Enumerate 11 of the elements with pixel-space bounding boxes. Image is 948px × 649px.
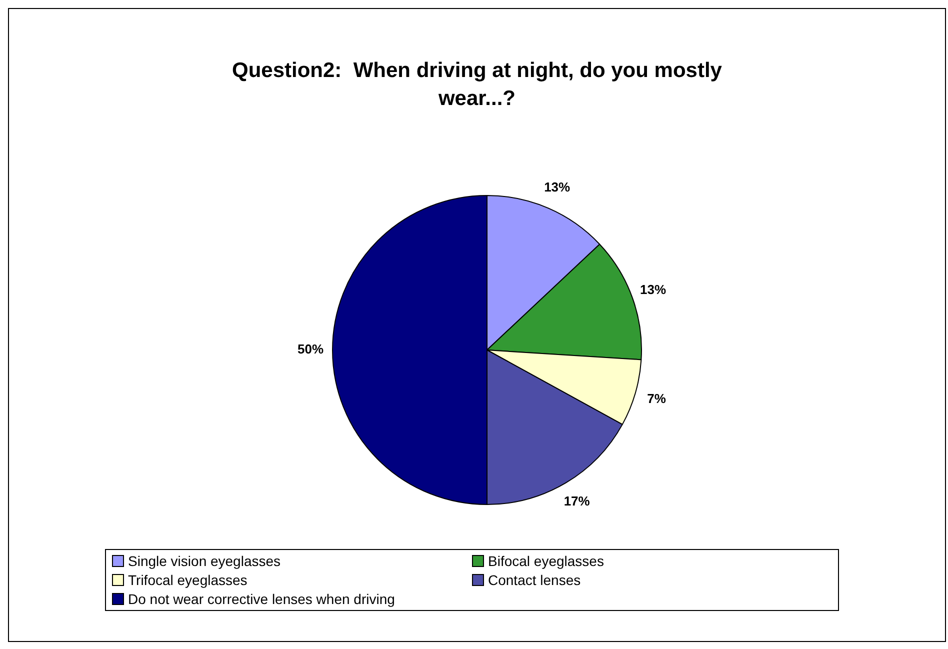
data-label: 7% [647, 390, 666, 406]
data-label: 50% [297, 342, 324, 357]
legend-label: Contact lenses [488, 572, 581, 588]
chart-title: Question2: When driving at night, do you mostly wear...? [230, 58, 723, 112]
legend-label: Trifocal eyeglasses [128, 572, 248, 588]
data-label: 17% [564, 494, 590, 508]
legend-label: Do not wear corrective lenses when driving [128, 591, 395, 607]
data-label: 13% [640, 282, 667, 297]
data-label: 13% [544, 180, 571, 195]
legend-label: Bifocal eyeglasses [488, 553, 604, 569]
legend-label: Single vision eyeglasses [128, 553, 281, 569]
